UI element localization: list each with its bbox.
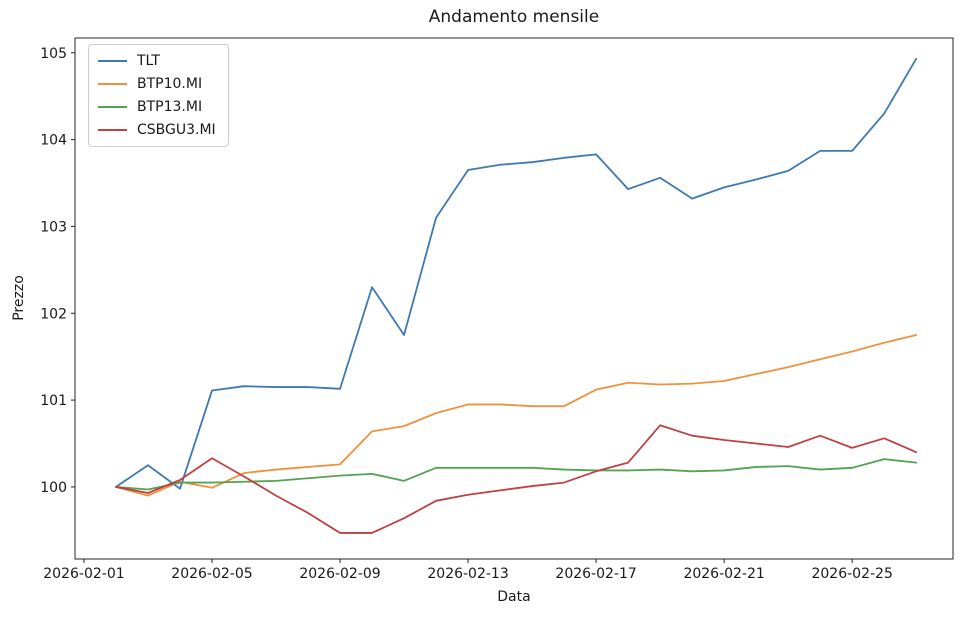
series-line-btp13-mi [115, 458, 918, 491]
legend-item-csbgu3-mi: CSBGU3.MI [98, 122, 216, 138]
legend-item-btp10-mi: BTP10.MI [98, 76, 216, 92]
x-tick-label: 2026-02-01 [43, 566, 124, 582]
axes-spines [74, 37, 954, 560]
legend-swatch [98, 106, 127, 108]
x-tick-label: 2026-02-21 [683, 566, 764, 582]
x-tick-label: 2026-02-13 [427, 566, 508, 582]
y-axis-label: Prezzo [11, 275, 27, 321]
y-tick-label: 105 [40, 46, 67, 62]
y-tick-label: 103 [40, 219, 67, 235]
x-tick-label: 2026-02-05 [171, 566, 252, 582]
series-line-csbgu3-mi [115, 424, 918, 534]
legend-swatch [98, 60, 127, 62]
legend-label: TLT [137, 53, 160, 69]
x-tick-label: 2026-02-25 [811, 566, 892, 582]
legend-label: BTP10.MI [137, 76, 203, 92]
legend-swatch [98, 129, 127, 131]
series-line-btp10-mi [115, 334, 918, 497]
legend: TLT BTP10.MI BTP13.MI CSBGU3.MI [88, 44, 229, 147]
y-tick-label: 101 [40, 393, 67, 409]
series-line-tlt [115, 57, 918, 490]
legend-item-tlt: TLT [98, 53, 216, 69]
legend-swatch [98, 83, 127, 85]
legend-label: BTP13.MI [137, 99, 203, 115]
legend-label: CSBGU3.MI [137, 122, 216, 138]
x-axis-label: Data [497, 589, 531, 605]
y-tick-label: 102 [40, 306, 67, 322]
y-tick-label: 100 [40, 480, 67, 496]
x-tick-label: 2026-02-09 [299, 566, 380, 582]
x-tick-label: 2026-02-17 [555, 566, 636, 582]
chart-title: Andamento mensile [428, 7, 600, 27]
y-tick-label: 104 [40, 133, 67, 149]
legend-item-btp13-mi: BTP13.MI [98, 99, 216, 115]
